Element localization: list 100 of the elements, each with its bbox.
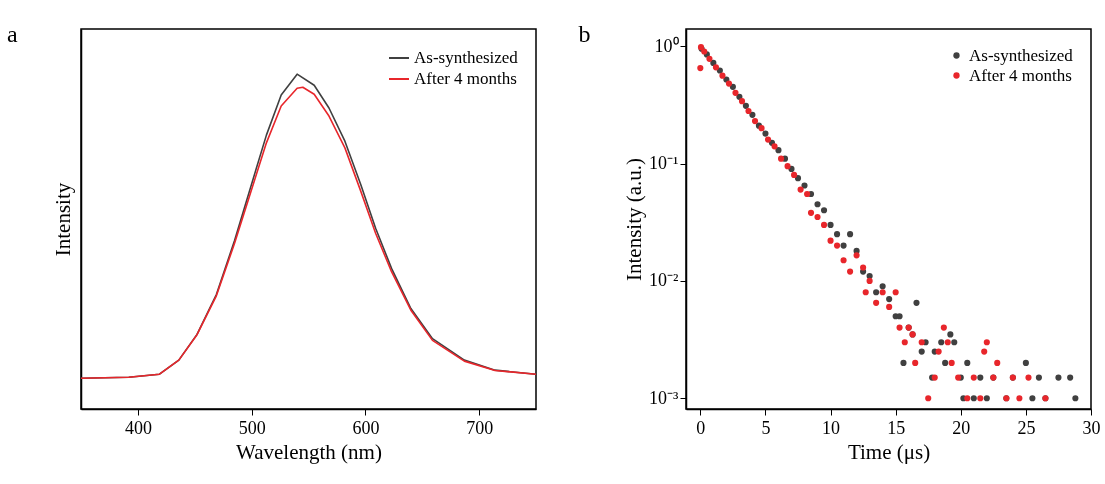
- point: [729, 83, 736, 90]
- point: [775, 147, 782, 154]
- point: [814, 213, 821, 221]
- point: [935, 348, 942, 355]
- point: [1035, 374, 1042, 381]
- y-tick-label: 10⁻¹: [649, 153, 679, 174]
- point: [925, 395, 932, 402]
- point: [791, 171, 798, 178]
- point: [1055, 374, 1062, 381]
- point: [860, 264, 867, 271]
- point: [938, 339, 945, 346]
- point: [697, 65, 704, 72]
- point: [771, 143, 778, 150]
- point: [940, 324, 947, 331]
- point: [749, 111, 756, 118]
- x-tick-label: 5: [761, 417, 771, 438]
- legend-label: After 4 months: [414, 69, 517, 88]
- point: [983, 339, 990, 346]
- legend-label: As-synthesized: [969, 45, 1074, 65]
- point: [948, 359, 955, 366]
- point: [913, 299, 920, 306]
- point: [951, 339, 958, 346]
- y-tick-label: 10⁰: [654, 35, 679, 56]
- chart-title: a: [7, 21, 18, 47]
- point: [912, 359, 919, 366]
- y-axis-title: Intensity: [50, 182, 75, 257]
- point: [1025, 374, 1032, 381]
- point: [833, 231, 841, 238]
- point: [764, 136, 772, 143]
- point: [797, 186, 804, 193]
- x-tick-label: 25: [1017, 417, 1036, 438]
- point: [762, 130, 769, 137]
- x-tick-label: 0: [696, 417, 706, 438]
- point: [820, 221, 828, 228]
- point: [873, 289, 880, 296]
- point: [896, 324, 903, 331]
- y-tick-label: 10⁻³: [649, 387, 680, 408]
- legend-label: After 4 months: [969, 65, 1072, 85]
- point: [892, 289, 899, 296]
- point: [725, 80, 733, 87]
- point: [879, 283, 886, 290]
- point: [964, 359, 971, 366]
- point: [1067, 374, 1074, 381]
- point: [879, 289, 886, 296]
- point: [794, 175, 802, 182]
- point: [847, 231, 854, 238]
- point: [820, 207, 828, 214]
- point: [784, 163, 791, 170]
- point: [942, 359, 949, 366]
- x-tick-label: 15: [887, 417, 906, 438]
- point: [777, 155, 785, 162]
- point: [840, 242, 847, 249]
- point: [745, 107, 752, 115]
- legend-label: As-synthesized: [414, 48, 519, 67]
- point: [1029, 395, 1036, 402]
- point: [814, 201, 821, 208]
- y-axis-title: Intensity (a.u.): [622, 157, 647, 282]
- point: [970, 374, 977, 381]
- point: [970, 395, 977, 402]
- point: [847, 268, 854, 275]
- x-tick-label: 500: [238, 417, 266, 438]
- chart-title: b: [578, 21, 591, 47]
- point: [827, 221, 834, 228]
- point: [896, 313, 903, 320]
- point: [886, 303, 893, 310]
- point: [918, 339, 925, 346]
- point: [706, 55, 713, 62]
- x-axis-title: Wavelength (nm): [236, 439, 382, 464]
- point: [827, 237, 834, 244]
- point: [964, 395, 971, 402]
- point: [944, 339, 951, 346]
- point: [873, 299, 880, 306]
- point: [801, 182, 808, 189]
- x-tick-label: 700: [466, 417, 494, 438]
- point: [918, 348, 925, 355]
- y-tick-label: 10⁻²: [649, 270, 679, 291]
- point: [866, 277, 873, 284]
- x-tick-label: 600: [352, 417, 380, 438]
- point: [900, 359, 907, 366]
- point: [983, 395, 990, 402]
- x-tick-label: 20: [952, 417, 971, 438]
- x-tick-label: 400: [124, 417, 152, 438]
- point: [732, 89, 739, 96]
- point: [947, 331, 954, 338]
- point: [742, 102, 749, 109]
- point: [712, 64, 720, 71]
- point: [833, 242, 841, 249]
- point: [901, 339, 908, 346]
- point: [853, 252, 860, 259]
- point: [862, 289, 869, 296]
- point: [994, 359, 1001, 366]
- point: [981, 348, 988, 355]
- point: [804, 190, 811, 198]
- point: [1022, 359, 1029, 366]
- x-tick-label: 30: [1082, 417, 1101, 438]
- point: [977, 374, 984, 381]
- point: [1016, 395, 1023, 402]
- x-tick-label: 10: [822, 417, 841, 438]
- point: [751, 117, 759, 125]
- point: [1072, 395, 1079, 402]
